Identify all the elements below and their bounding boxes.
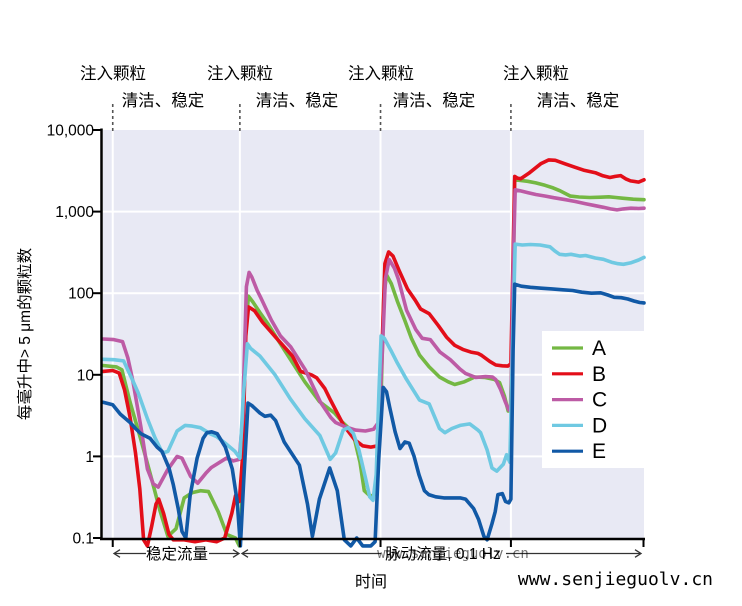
y-tick-label: 10,000 <box>47 123 95 140</box>
inject-label: 注入颗粒 <box>207 64 273 83</box>
x-axis-ticks <box>111 539 645 547</box>
legend-label-D: D <box>592 414 607 437</box>
y-tick-label: 100 <box>68 286 94 303</box>
series-curves <box>101 158 646 548</box>
legend-label-C: C <box>592 389 607 412</box>
x-axis-title: 时间 <box>355 573 387 591</box>
y-tick-label: 1,000 <box>55 204 94 221</box>
y-tick-label: 0.1 <box>72 531 94 548</box>
clean-label: 清洁、稳定 <box>393 91 476 110</box>
arrowhead <box>634 549 643 558</box>
flow-regime-arrows: 稳定流量 脉动流量, 0.1 Hz <box>112 545 643 563</box>
y-axis-ticks: 10,000 1,000 100 10 1 0.1 <box>47 123 101 548</box>
legend-label-A: A <box>592 337 606 360</box>
watermark: www.senjieguolv.cn <box>518 569 713 590</box>
arrowhead <box>232 549 241 558</box>
y-tick-label: 1 <box>85 449 94 466</box>
pulse-flow-label: 脉动流量, 0.1 Hz <box>385 545 500 563</box>
clean-label: 清洁、稳定 <box>537 91 620 110</box>
inject-label: 注入颗粒 <box>80 64 146 83</box>
injection-dashed-lines <box>111 104 512 131</box>
clean-label: 清洁、稳定 <box>256 91 339 110</box>
legend-label-B: B <box>592 363 606 386</box>
inject-label: 注入颗粒 <box>503 64 569 83</box>
clean-label: 清洁、稳定 <box>122 91 205 110</box>
legend-label-E: E <box>592 440 606 463</box>
axes <box>100 128 645 541</box>
arrowhead <box>240 549 249 558</box>
arrowhead <box>112 549 121 558</box>
steady-flow-label: 稳定流量 <box>146 545 208 563</box>
inject-label: 注入颗粒 <box>348 64 414 83</box>
y-axis-title: 每毫升中> 5 μm的颗粒数 <box>15 247 34 420</box>
series-line-E <box>101 282 646 548</box>
watermark-faint: www.senjieguolv.cn <box>377 546 529 562</box>
gridlines <box>103 130 644 538</box>
y-tick-label: 10 <box>77 367 95 384</box>
